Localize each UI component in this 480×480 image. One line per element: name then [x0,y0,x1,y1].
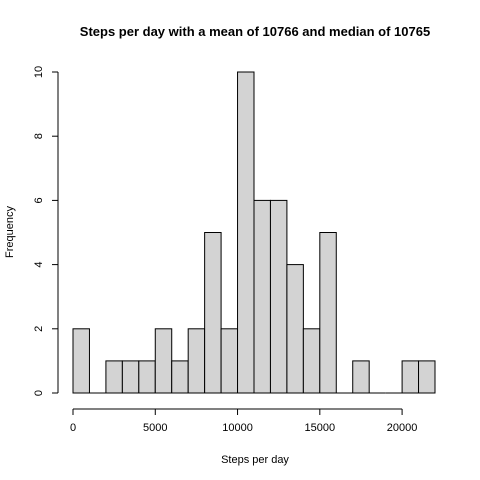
histogram-bar [254,200,270,393]
histogram-bar [155,329,171,393]
x-axis-label: Steps per day [221,454,289,466]
histogram-bar [320,233,336,394]
x-axis: 0 5000 10000 15000 20000 [70,409,417,434]
histogram-bar [139,361,155,393]
histogram-bar [402,361,418,393]
x-tick-label: 10000 [222,422,253,434]
y-tick-label: 0 [33,390,45,396]
histogram-bar [172,361,188,393]
histogram-bar [205,233,221,394]
x-tick-label: 20000 [387,422,418,434]
histogram-bar [303,329,319,393]
y-axis-label: Frequency [4,206,16,258]
histogram-bar [270,200,286,393]
histogram-bar [419,361,435,393]
y-tick-label: 8 [33,133,45,139]
y-tick-label: 6 [33,197,45,203]
histogram-bar [238,72,254,393]
histogram-bar [287,265,303,393]
y-tick-label: 10 [33,66,45,78]
histogram-bar [73,329,89,393]
histogram-bar [221,329,237,393]
histogram-bar [106,361,122,393]
y-tick-label: 4 [33,262,45,268]
y-tick-label: 2 [33,326,45,332]
bars-group [73,72,435,393]
x-tick-label: 5000 [143,422,167,434]
chart-title: Steps per day with a mean of 10766 and m… [80,24,430,39]
histogram-bar [122,361,138,393]
histogram-bar [353,361,369,393]
x-tick-label: 15000 [305,422,336,434]
y-axis: 0 2 4 6 8 10 [33,66,58,396]
histogram-bar [188,329,204,393]
x-tick-label: 0 [70,422,76,434]
